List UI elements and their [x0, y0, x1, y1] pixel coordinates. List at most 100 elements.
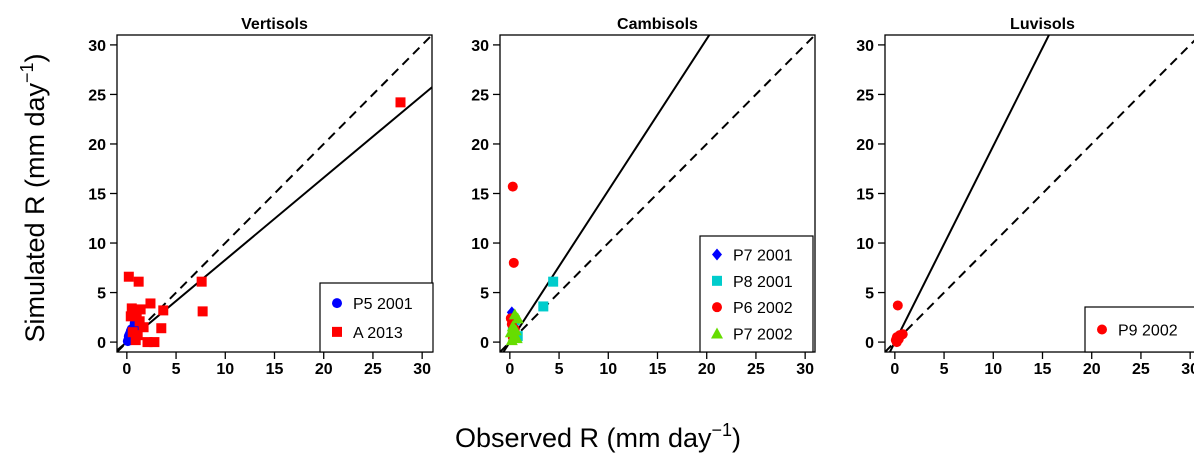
regression-line — [502, 35, 711, 352]
x-tick-label: 30 — [413, 361, 431, 378]
x-tick-label: 10 — [599, 361, 617, 378]
data-point — [508, 257, 519, 268]
regression-line — [888, 35, 1051, 352]
series-p9-2002 — [890, 300, 908, 348]
y-tick-label: 0 — [480, 335, 489, 352]
panel-title: Vertisols — [241, 16, 308, 33]
regression-line — [117, 86, 432, 352]
legend-label: P7 2002 — [733, 327, 793, 344]
legend-box — [319, 282, 434, 353]
legend: P5 2001 A 2013 — [319, 282, 434, 353]
plot-frame — [499, 34, 816, 353]
data-point — [149, 337, 160, 348]
y-tick-label: 15 — [471, 187, 489, 204]
data-point — [133, 276, 144, 287]
x-axis-title: Observed R (mm day−1) — [455, 420, 741, 453]
plot-area — [885, 35, 1194, 352]
legend: P9 2002 — [1084, 306, 1194, 353]
data-point — [131, 307, 142, 318]
data-point — [138, 322, 149, 333]
legend-marker — [332, 298, 342, 309]
y-tick-label: 10 — [88, 236, 106, 253]
y-tick-label: 20 — [471, 137, 489, 154]
data-point — [125, 311, 136, 322]
y-tick-label: 25 — [471, 87, 489, 104]
panel-cambisols: Cambisols 00 5 5 10 10 15 15 20 20 25 25 30 30 P7 2001… — [471, 16, 816, 378]
data-point — [197, 306, 208, 317]
y-tick-label: 30 — [856, 38, 874, 55]
y-axis-title: Simulated R (mm day−1) — [17, 53, 50, 342]
y-tick-label: 25 — [856, 87, 874, 104]
data-point — [145, 298, 156, 309]
x-axis-title-close: ) — [732, 423, 741, 453]
y-tick-label: 0 — [97, 335, 106, 352]
legend-label: P6 2002 — [733, 300, 793, 317]
data-point — [130, 335, 141, 346]
series-p7-2002 — [504, 308, 524, 346]
y-tick-label: 5 — [865, 286, 874, 303]
panel-luvisols: Luvisols 00 5 5 10 10 15 15 20 20 25 25 30 30 P9 2002 — [856, 16, 1194, 378]
data-point — [504, 326, 517, 338]
x-tick-label: 15 — [266, 361, 284, 378]
legend-marker — [712, 275, 722, 286]
x-tick-label: 0 — [122, 361, 131, 378]
data-point — [510, 332, 523, 344]
y-tick-label: 30 — [88, 38, 106, 55]
x-tick-label: 25 — [1132, 361, 1150, 378]
legend: P7 2001 P8 2001 P6 2002 P7 2002 — [699, 235, 814, 353]
x-tick-label: 30 — [796, 361, 814, 378]
data-point — [892, 300, 903, 311]
data-point — [507, 181, 518, 192]
one-to-one-line — [885, 39, 1194, 352]
y-tick-label: 0 — [865, 335, 874, 352]
x-tick-label: 10 — [984, 361, 1002, 378]
x-tick-label: 5 — [940, 361, 949, 378]
panel-title: Cambisols — [617, 16, 698, 33]
legend-label: P8 2001 — [733, 274, 793, 291]
y-tick-label: 5 — [97, 286, 106, 303]
y-tick-label: 10 — [856, 236, 874, 253]
legend-label: P5 2001 — [353, 296, 413, 313]
panel-vertisols: Vertisols 00 5 5 10 10 15 15 20 20 25 25 30 30 P5 2001… — [88, 16, 434, 378]
x-tick-label: 25 — [747, 361, 765, 378]
data-point — [134, 316, 145, 327]
x-tick-label: 20 — [1083, 361, 1101, 378]
plot-frame — [116, 34, 433, 353]
legend-marker — [712, 302, 722, 313]
legend-label: P9 2002 — [1118, 323, 1178, 340]
x-tick-label: 5 — [555, 361, 564, 378]
x-tick-label: 15 — [649, 361, 667, 378]
x-tick-label: 10 — [216, 361, 234, 378]
x-tick-label: 20 — [315, 361, 333, 378]
x-tick-label: 0 — [890, 361, 899, 378]
data-point — [196, 276, 207, 287]
legend-label: P7 2001 — [733, 247, 793, 264]
y-tick-label: 20 — [88, 137, 106, 154]
x-tick-label: 20 — [698, 361, 716, 378]
x-tick-label: 15 — [1034, 361, 1052, 378]
y-tick-label: 20 — [856, 137, 874, 154]
data-point — [123, 271, 134, 282]
data-point — [142, 337, 153, 348]
data-point — [548, 276, 559, 287]
data-point — [893, 334, 904, 345]
data-point — [158, 305, 169, 316]
plot-area — [117, 35, 432, 352]
y-tick-label: 15 — [88, 187, 106, 204]
y-axis-title-close: ) — [20, 53, 50, 62]
x-axis-title-exponent: −1 — [712, 420, 733, 440]
plot-frame — [884, 34, 1194, 353]
plot-area — [500, 35, 815, 352]
data-point — [395, 97, 406, 108]
x-tick-label: 5 — [172, 361, 181, 378]
y-tick-label: 15 — [856, 187, 874, 204]
data-point — [538, 301, 549, 312]
legend-label: A 2013 — [353, 325, 403, 342]
panel-title: Luvisols — [1010, 16, 1075, 33]
x-tick-label: 30 — [1181, 361, 1194, 378]
data-point — [156, 323, 167, 334]
x-tick-label: 0 — [505, 361, 514, 378]
y-tick-label: 25 — [88, 87, 106, 104]
